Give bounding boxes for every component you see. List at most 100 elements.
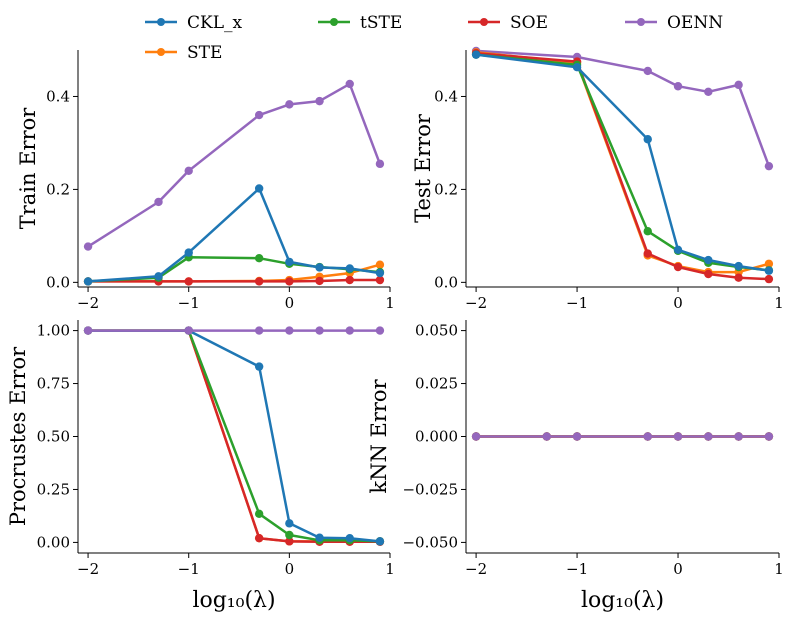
- legend-label: STE: [187, 43, 222, 63]
- x-tick-label: 1: [385, 560, 395, 578]
- data-point: [471, 432, 481, 441]
- x-tick-label: 0: [673, 294, 683, 312]
- data-point: [673, 82, 683, 91]
- data-point: [315, 276, 324, 286]
- data-point: [704, 269, 713, 279]
- x-tick-label: 0: [285, 560, 295, 578]
- x-tick-label: −1: [566, 560, 588, 578]
- data-point: [375, 326, 385, 335]
- x-axis-label: log₁₀(λ): [192, 588, 275, 613]
- data-point: [345, 79, 354, 89]
- data-point: [375, 159, 385, 169]
- series-CKL_x: [83, 326, 385, 546]
- legend-swatch-marker: [480, 18, 488, 26]
- y-tick-label: −0.050: [402, 533, 458, 551]
- data-point: [83, 242, 93, 251]
- x-tick-label: −1: [566, 294, 588, 312]
- y-tick-label: 0.050: [415, 322, 458, 340]
- data-point: [154, 197, 163, 207]
- y-tick-label: 0.2: [46, 180, 70, 198]
- series-line: [88, 329, 380, 543]
- data-point: [285, 277, 294, 286]
- data-point: [673, 432, 683, 441]
- data-point: [254, 362, 264, 371]
- legend-swatch-marker: [157, 48, 165, 56]
- y-tick-label: 0.2: [434, 180, 458, 198]
- series-line: [88, 329, 381, 543]
- data-point: [764, 266, 774, 275]
- data-point: [643, 135, 652, 144]
- data-point: [315, 326, 324, 335]
- y-tick-label: 0.0: [434, 273, 458, 291]
- data-point: [643, 66, 652, 76]
- x-tick-label: 1: [774, 294, 784, 312]
- y-axis-label: Test Error: [411, 113, 435, 223]
- data-point: [254, 326, 264, 335]
- data-point: [315, 533, 324, 542]
- data-point: [285, 100, 294, 109]
- data-point: [542, 432, 551, 441]
- subplot-3: 0.00 0.25 0.50 0.75 1.00 −2 −1 0 1 Procrustes Err…: [6, 320, 395, 613]
- data-point: [285, 326, 294, 335]
- data-point: [375, 275, 385, 285]
- data-point: [254, 509, 264, 519]
- series-SOE: [83, 326, 385, 546]
- data-point: [345, 533, 354, 543]
- series-STE: [83, 326, 385, 546]
- series-line: [475, 51, 770, 274]
- y-tick-label: 1.00: [37, 322, 70, 340]
- data-point: [345, 264, 354, 273]
- subplot-2: 0.0 0.2 0.4 −2 −1 0 1 Test Error: [411, 46, 784, 312]
- x-tick-label: 0: [285, 294, 295, 312]
- data-point: [375, 537, 385, 546]
- x-tick-label: −2: [465, 294, 487, 312]
- legend-entry: SOE: [468, 13, 548, 33]
- data-point: [345, 275, 354, 285]
- y-tick-label: 0.0: [46, 273, 70, 291]
- data-point: [254, 184, 264, 193]
- data-point: [673, 262, 683, 272]
- data-point: [375, 268, 385, 278]
- data-point: [285, 537, 294, 546]
- legend-label: SOE: [510, 13, 548, 33]
- y-axis-label: kNN Error: [367, 378, 391, 493]
- series-OENN: [471, 46, 774, 171]
- y-tick-label: 0.4: [434, 87, 458, 105]
- y-tick-label: 0.00: [37, 533, 70, 551]
- subplot-4: −0.050 −0.025 0.000 0.025 0.050 −2 −1 0 1 kNN Err…: [367, 320, 784, 613]
- data-point: [704, 432, 713, 441]
- data-point: [83, 326, 93, 335]
- y-tick-label: 0.75: [37, 375, 70, 393]
- data-point: [285, 519, 294, 528]
- data-point: [764, 274, 774, 284]
- data-point: [764, 432, 774, 441]
- data-point: [704, 87, 713, 97]
- x-tick-label: 0: [673, 560, 683, 578]
- series-line: [88, 329, 380, 544]
- data-point: [734, 432, 743, 441]
- data-point: [673, 245, 683, 255]
- data-point: [643, 249, 652, 258]
- data-point: [471, 50, 481, 59]
- legend-label: tSTE: [360, 13, 402, 33]
- data-point: [184, 277, 193, 286]
- series-SOE: [471, 49, 774, 284]
- data-point: [184, 248, 193, 257]
- x-tick-label: −1: [178, 560, 200, 578]
- y-tick-label: 0.025: [415, 375, 458, 393]
- series-tSTE: [471, 50, 774, 275]
- data-point: [734, 80, 743, 90]
- data-point: [184, 166, 193, 176]
- series-OENN: [471, 432, 774, 441]
- legend-entry: STE: [145, 43, 222, 63]
- x-tick-label: −2: [77, 560, 99, 578]
- y-tick-label: 0.25: [37, 480, 70, 498]
- series-line: [88, 278, 380, 283]
- subplot-1: 0.0 0.2 0.4 −2 −1 0 1 Train Error: [16, 50, 395, 312]
- x-tick-label: 1: [385, 294, 395, 312]
- data-point: [315, 96, 324, 106]
- data-point: [285, 530, 294, 540]
- y-tick-label: 0.000: [415, 428, 458, 446]
- series-STE: [471, 48, 774, 277]
